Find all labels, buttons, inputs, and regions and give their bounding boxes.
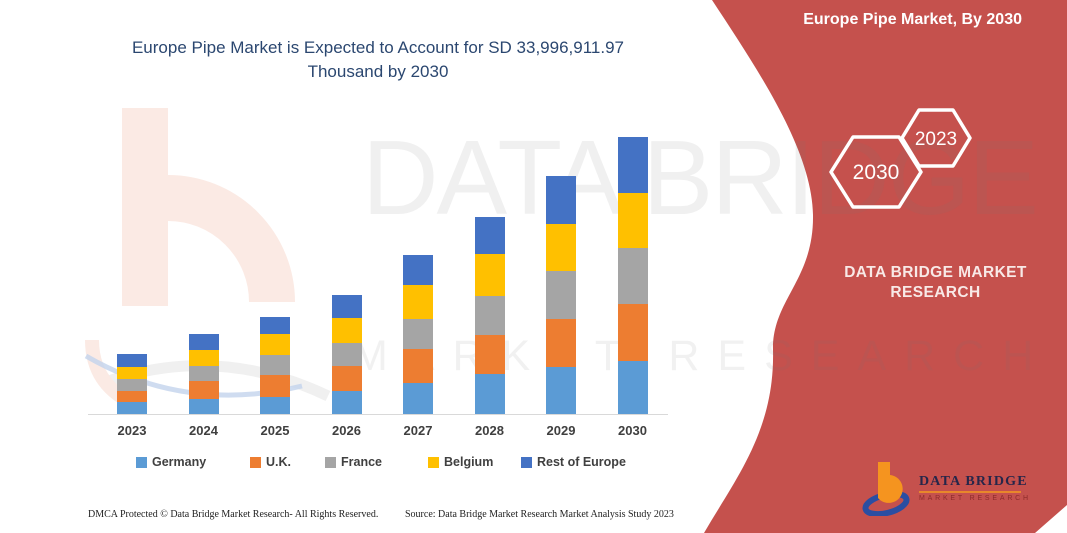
bar-segment-belgium — [617, 193, 648, 248]
chart-title-line2: Thousand by 2030 — [307, 62, 449, 81]
bar-segment-u-k- — [474, 335, 505, 374]
legend-label: Belgium — [444, 455, 494, 469]
bar-segment-rest-of-europe — [403, 255, 433, 285]
bar-segment-belgium — [546, 224, 576, 271]
bar-segment-france — [117, 379, 147, 391]
legend: Germany U.K. France Belgium Rest of Europe — [0, 455, 700, 475]
hexagon-2030-label: 2030 — [853, 161, 900, 184]
bar-segment-france — [260, 355, 290, 375]
bar-segment-u-k- — [546, 319, 576, 367]
bar-segment-belgium — [474, 254, 505, 296]
bar-2024 — [188, 334, 219, 414]
bar-segment-u-k- — [117, 391, 147, 402]
bar-segment-germany — [546, 367, 576, 414]
bar-segment-u-k- — [331, 366, 362, 391]
chart-title-line1: Europe Pipe Market is Expected to Accoun… — [131, 38, 625, 57]
bar-segment-rest-of-europe — [188, 334, 219, 350]
bar-segment-france — [617, 248, 648, 304]
legend-item-u-k-: U.K. — [250, 455, 291, 469]
bar-segment-u-k- — [617, 304, 648, 361]
legend-item-france: France — [325, 455, 382, 469]
chart-title: Europe Pipe Market is Expected to Accoun… — [78, 36, 678, 84]
bars — [88, 110, 668, 415]
panel-heading: Europe Pipe Market, By 2030 — [803, 11, 1022, 28]
x-axis-label-2029: 2029 — [546, 423, 576, 438]
data-bridge-logo-icon — [862, 462, 910, 516]
bar-segment-belgium — [403, 285, 433, 319]
bar-segment-germany — [188, 399, 219, 414]
bar-segment-belgium — [331, 318, 362, 343]
bar-segment-germany — [331, 391, 362, 414]
bar-segment-france — [546, 271, 576, 319]
legend-swatch-icon — [428, 456, 439, 468]
bar-segment-belgium — [188, 350, 219, 366]
legend-label: U.K. — [266, 455, 291, 469]
bar-segment-france — [403, 319, 433, 349]
bar-segment-belgium — [117, 367, 147, 379]
bar-segment-rest-of-europe — [617, 137, 648, 193]
red-panel-shape — [704, 0, 1067, 533]
legend-swatch-icon — [250, 456, 261, 468]
bar-segment-germany — [117, 402, 147, 414]
bar-2028 — [474, 217, 505, 414]
bar-segment-france — [188, 366, 219, 381]
x-axis-labels: 2023 2024 2025 2026 2027 2028 2029 2030 — [88, 423, 668, 441]
bar-segment-france — [331, 343, 362, 366]
legend-swatch-icon — [136, 456, 147, 468]
logo-underline — [919, 491, 1021, 493]
legend-swatch-icon — [325, 456, 336, 468]
legend-label: France — [341, 455, 382, 469]
watermark-text-line2: MARKET RESEARCH — [352, 332, 1052, 380]
brand-text-line2: RESEARCH — [890, 283, 981, 301]
bar-2026 — [331, 295, 362, 414]
bar-segment-france — [474, 296, 505, 335]
x-axis-label-2024: 2024 — [189, 423, 218, 438]
bar-2030 — [617, 137, 648, 414]
logo-subtext: MARKET RESEARCH — [919, 495, 1031, 502]
bar-segment-rest-of-europe — [546, 176, 576, 224]
bar-segment-rest-of-europe — [117, 354, 147, 367]
bar-2023 — [117, 354, 147, 414]
legend-label: Germany — [152, 455, 207, 469]
legend-item-germany: Germany — [136, 455, 206, 469]
hexagon-2030-icon: 2030 — [829, 135, 923, 209]
bar-2025 — [260, 317, 290, 414]
x-axis-label-2027: 2027 — [403, 423, 433, 438]
bar-segment-rest-of-europe — [260, 317, 290, 334]
legend-label: Rest of Europe — [537, 455, 626, 469]
footer-dmca-text: DMCA Protected © Data Bridge Market Rese… — [88, 509, 379, 520]
logo-text: DATA BRIDGE — [919, 474, 1028, 489]
legend-item-rest-of-europe: Rest of Europe — [521, 455, 626, 469]
bar-2027 — [403, 255, 433, 414]
x-axis-label-2028: 2028 — [475, 423, 504, 438]
bar-segment-germany — [617, 361, 648, 414]
bar-segment-rest-of-europe — [474, 217, 505, 254]
bar-segment-belgium — [260, 334, 290, 355]
brand-text-line1: DATA BRIDGE MARKET — [844, 264, 1027, 281]
legend-swatch-icon — [521, 456, 532, 468]
bar-segment-rest-of-europe — [331, 295, 362, 318]
x-axis-label-2023: 2023 — [117, 423, 147, 438]
footer-source-text: Source: Data Bridge Market Research Mark… — [405, 509, 674, 520]
bar-segment-u-k- — [260, 375, 290, 397]
bar-segment-germany — [403, 383, 433, 414]
bar-segment-u-k- — [188, 381, 219, 399]
x-axis-label-2026: 2026 — [332, 423, 361, 438]
bar-segment-germany — [260, 397, 290, 414]
legend-item-belgium: Belgium — [428, 455, 493, 469]
x-axis-label-2030: 2030 — [618, 423, 647, 438]
hexagons-graphic: 2023 2030 — [829, 108, 972, 209]
hexagon-2023-label: 2023 — [915, 129, 957, 150]
x-axis-label-2025: 2025 — [260, 423, 290, 438]
data-bridge-logo: DATA BRIDGE MARKET RESEARCH — [862, 462, 1031, 516]
bar-segment-germany — [474, 374, 505, 414]
logo-words: DATA BRIDGE MARKET RESEARCH — [919, 474, 1031, 502]
bar-segment-u-k- — [403, 349, 433, 383]
brand-text: DATA BRIDGE MARKET RESEARCH — [833, 263, 1038, 302]
bar-2029 — [546, 176, 576, 414]
